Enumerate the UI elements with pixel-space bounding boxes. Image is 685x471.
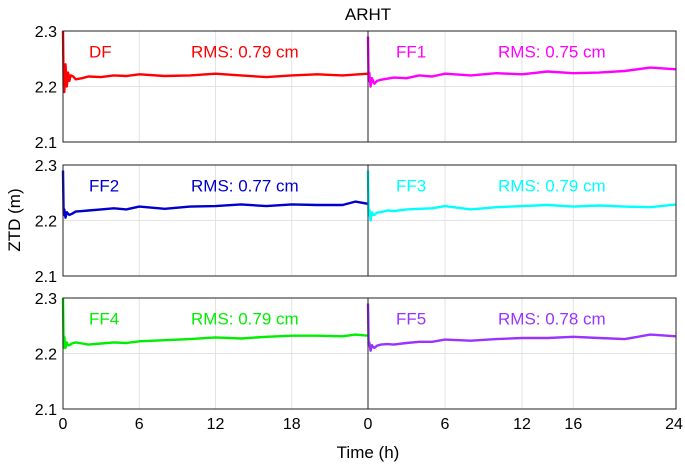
y-tick-label: 2.2	[35, 80, 57, 97]
series-line-df	[61, 30, 369, 94]
panel-bottom-right: 0 6 12 16 24 FF5 RMS: 0.78 cm	[364, 297, 683, 433]
rms-label: RMS: 0.79 cm	[191, 43, 299, 62]
y-tick-label: 2.1	[35, 402, 57, 419]
x-tick-label: 6	[135, 416, 144, 433]
rms-label: RMS: 0.78 cm	[498, 310, 606, 329]
series-name-label: FF4	[89, 310, 119, 329]
rms-label: RMS: 0.75 cm	[498, 43, 606, 62]
y-tick-label: 2.1	[35, 269, 57, 286]
x-tick-label: 16	[564, 416, 582, 433]
panel-bottom-left: 2.1 2.2 2.3 0 6 12 18 FF4 RMS: 0.79 cm	[35, 291, 369, 433]
axes-box	[367, 164, 677, 277]
panel-mid-left: 2.1 2.2 2.3 FF2 RMS: 0.77 cm	[35, 158, 369, 286]
axes-box	[367, 297, 677, 410]
x-tick-label: 0	[364, 416, 373, 433]
y-tick-label: 2.3	[35, 158, 57, 175]
x-tick-label: 24	[665, 416, 683, 433]
rms-label: RMS: 0.77 cm	[191, 177, 299, 196]
x-tick-label: 12	[207, 416, 225, 433]
series-line-ff4	[61, 297, 369, 350]
series-line-ff3	[366, 170, 677, 222]
series-line-ff1	[366, 36, 677, 88]
axes-box	[367, 30, 677, 143]
series-line-ff2	[61, 170, 369, 219]
x-axis-label: Time (h)	[337, 443, 400, 462]
series-line-ff5	[366, 303, 677, 352]
x-tick-label: 0	[59, 416, 68, 433]
y-tick-label: 2.2	[35, 347, 57, 364]
x-tick-label: 6	[441, 416, 450, 433]
y-tick-label: 2.2	[35, 214, 57, 231]
series-name-label: FF3	[396, 177, 426, 196]
panel-top-right: FF1 RMS: 0.75 cm	[366, 30, 677, 143]
x-tick-label: 18	[283, 416, 301, 433]
series-name-label: DF	[89, 43, 112, 62]
y-axis-label: ZTD (m)	[5, 188, 24, 251]
series-name-label: FF2	[89, 177, 119, 196]
panel-mid-right: FF3 RMS: 0.79 cm	[366, 164, 677, 277]
rms-label: RMS: 0.79 cm	[191, 310, 299, 329]
y-tick-label: 2.3	[35, 24, 57, 41]
rms-label: RMS: 0.79 cm	[498, 177, 606, 196]
x-tick-label: 12	[513, 416, 531, 433]
y-tick-label: 2.1	[35, 135, 57, 152]
series-name-label: FF5	[396, 310, 426, 329]
chart-title: ARHT	[345, 5, 391, 24]
series-name-label: FF1	[396, 43, 426, 62]
panels: 2.1 2.2 2.3 DF RMS: 0.79 cm FF1 RMS: 0.75 cm 2.…	[35, 24, 683, 433]
y-tick-label: 2.3	[35, 291, 57, 308]
panel-top-left: 2.1 2.2 2.3 DF RMS: 0.79 cm	[35, 24, 369, 152]
